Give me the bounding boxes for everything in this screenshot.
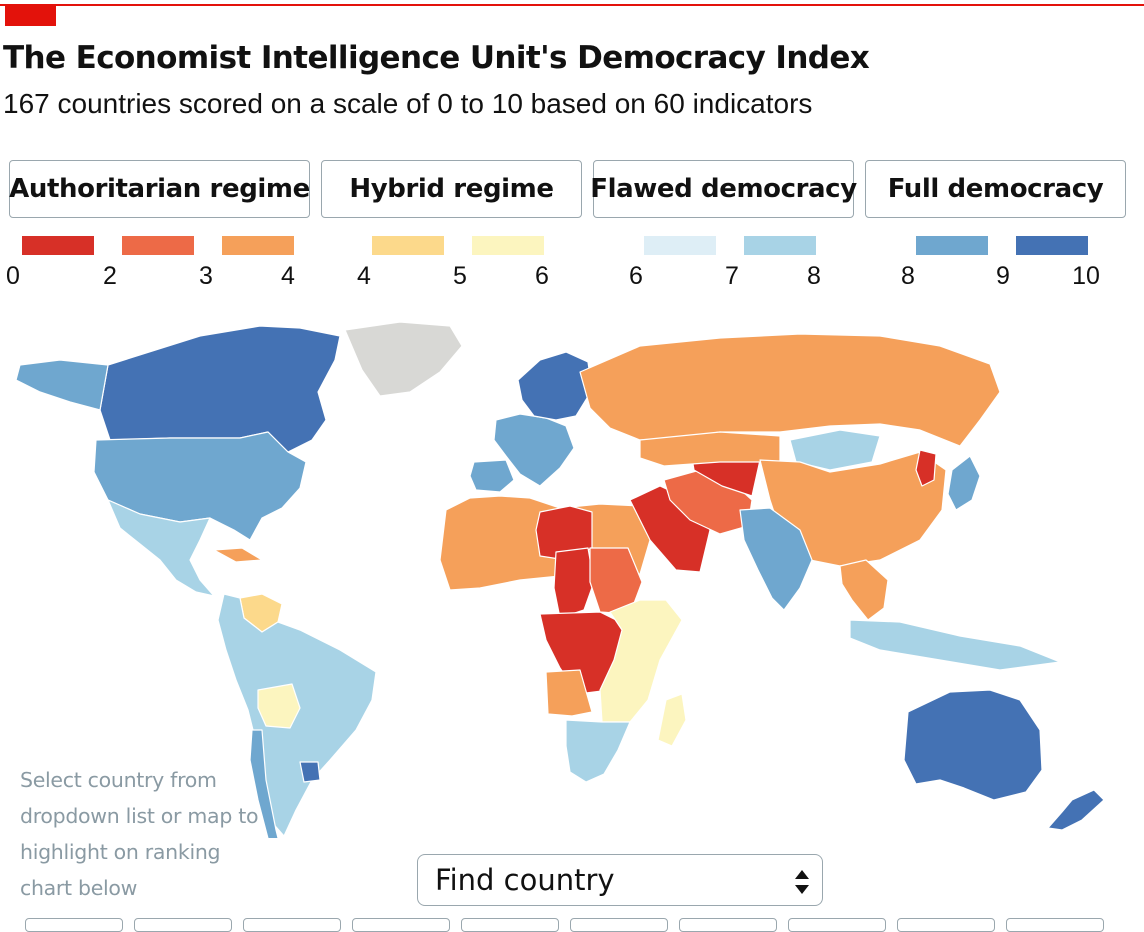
ranking-tab[interactable] [352,918,450,932]
ranking-tab[interactable] [1006,918,1104,932]
legend-tick-label: 6 [629,262,643,290]
ranking-tab[interactable] [25,918,123,932]
ranking-tab[interactable] [788,918,886,932]
authoritarian-regime-label: Authoritarian regime [9,174,310,204]
world-map[interactable] [0,318,1144,838]
country-mexico[interactable] [107,499,215,597]
legend-tick-label: 6 [535,262,549,290]
country-indonesia[interactable] [849,619,1061,671]
page-title: The Economist Intelligence Unit's Democr… [3,40,870,76]
hybrid-regime-label: Hybrid regime [349,174,554,204]
ranking-tab[interactable] [461,918,559,932]
country-spain[interactable] [469,459,515,493]
country-india[interactable] [739,507,813,611]
legend-tick-label: 7 [725,262,739,290]
legend-tick-label: 0 [6,262,20,290]
find-country-label: Find country [435,863,615,897]
legend-tick-label: 8 [901,262,915,290]
ranking-tab[interactable] [134,918,232,932]
legend-swatch [472,236,544,255]
country-greenland[interactable] [344,321,463,397]
country-cuba[interactable] [213,547,263,563]
country-east-africa[interactable] [599,599,683,723]
country-southern-africa[interactable] [565,719,631,783]
country-chad[interactable] [553,547,595,619]
country-angola[interactable] [545,669,593,717]
legend-swatch [22,236,94,255]
legend-swatch [1016,236,1088,255]
full-democracy-label: Full democracy [887,174,1104,204]
legend-swatch [222,236,294,255]
country-shapes[interactable] [15,321,1105,838]
country-north-korea[interactable] [915,449,937,487]
legend-tick-label: 5 [453,262,467,290]
legend-swatch [916,236,988,255]
ranking-tab[interactable] [570,918,668,932]
country-bolivia[interactable] [257,683,301,729]
country-madagascar[interactable] [657,693,687,747]
ranking-tab[interactable] [679,918,777,932]
legend-tick-label: 9 [996,262,1010,290]
country-chile[interactable] [249,729,280,838]
legend-tick-label: 4 [357,262,371,290]
legend-tick-label: 4 [281,262,295,290]
country-russia[interactable] [579,333,1001,447]
map-hint: Select country from dropdown list or map… [20,768,259,900]
legend-tick-label: 8 [807,262,821,290]
country-kazakhstan[interactable] [639,431,781,467]
country-canada[interactable] [99,325,341,453]
country-alaska[interactable] [15,359,109,411]
hybrid-regime-button[interactable]: Hybrid regime [321,160,582,218]
brand-tab [5,4,56,26]
legend-tick-label: 10 [1072,262,1100,290]
legend-tick-label: 2 [103,262,117,290]
top-rule [0,4,1144,6]
find-country-select[interactable]: Find country [417,854,823,906]
ranking-tab[interactable] [243,918,341,932]
ranking-tab[interactable] [897,918,995,932]
country-australia[interactable] [903,689,1043,801]
legend-swatch [372,236,444,255]
country-scandinavia[interactable] [517,351,593,421]
country-uruguay[interactable] [299,761,321,783]
country-japan[interactable] [947,455,981,511]
authoritarian-regime-button[interactable]: Authoritarian regime [9,160,310,218]
chevron-up-down-icon [795,870,809,894]
flawed-democracy-label: Flawed democracy [590,174,857,204]
legend-tick-label: 3 [199,262,213,290]
country-new-zealand[interactable] [1047,789,1105,831]
page-subtitle: 167 countries scored on a scale of 0 to … [3,88,813,119]
legend-swatch [644,236,716,255]
flawed-democracy-button[interactable]: Flawed democracy [590,160,857,218]
full-democracy-button[interactable]: Full democracy [865,160,1126,218]
legend-swatch [744,236,816,255]
legend-swatch [122,236,194,255]
country-southeast-asia[interactable] [839,559,889,621]
